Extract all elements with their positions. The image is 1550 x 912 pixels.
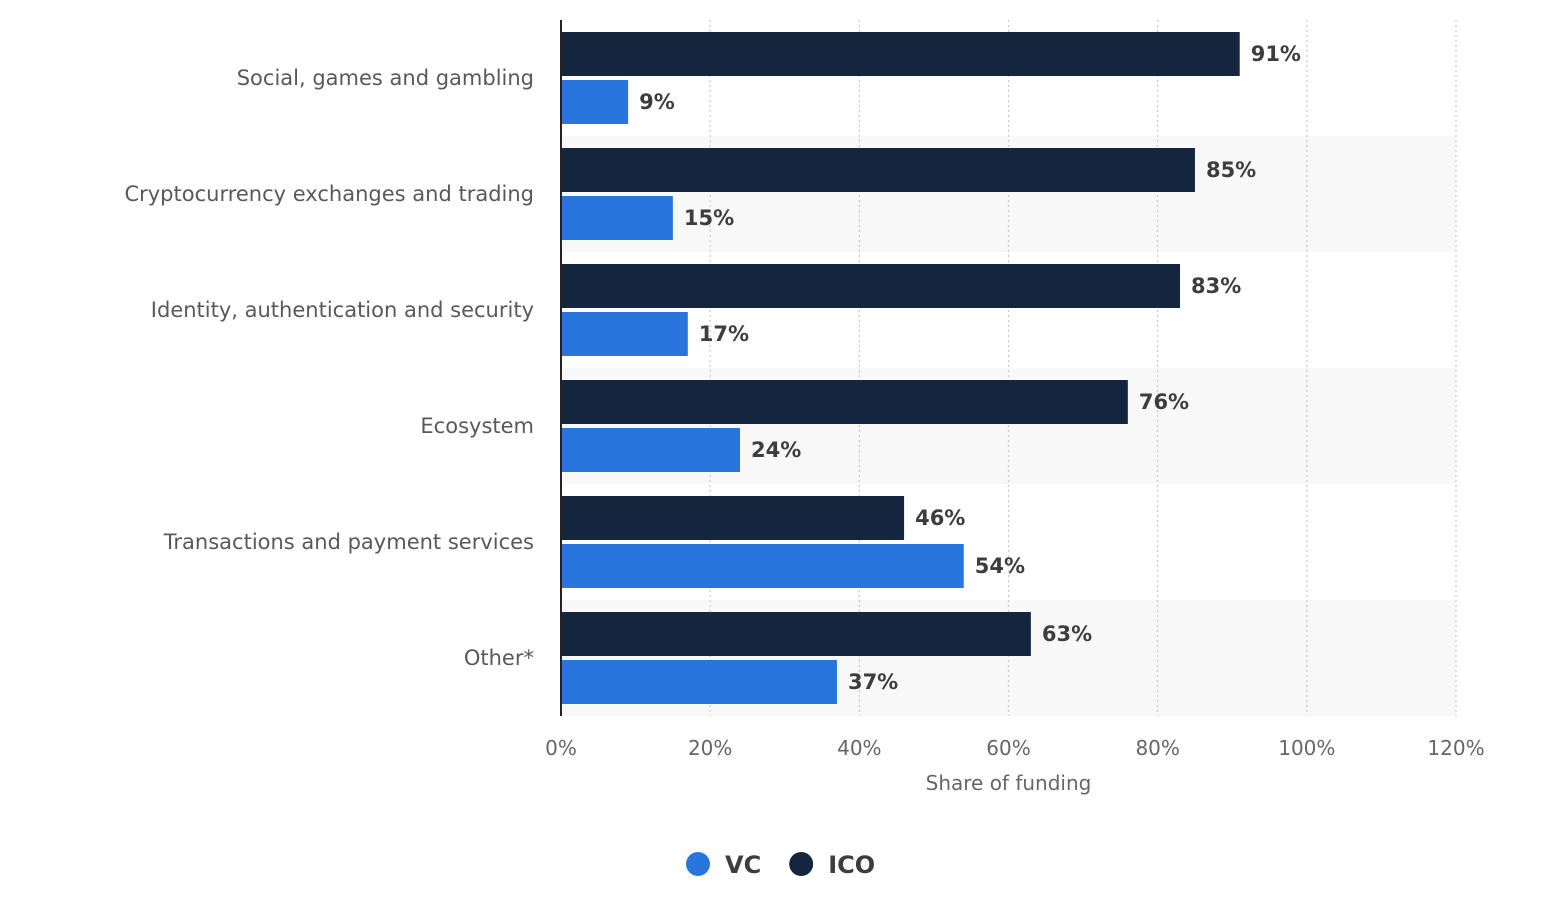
x-axis-title: Share of funding <box>926 771 1092 795</box>
bar-vc[interactable] <box>561 660 837 704</box>
x-tick-label: 120% <box>1427 736 1484 760</box>
data-label: 17% <box>699 322 749 346</box>
x-tick-label: 60% <box>986 736 1030 760</box>
data-label: 24% <box>751 438 801 462</box>
data-label: 63% <box>1042 622 1092 646</box>
x-tick-label: 100% <box>1278 736 1335 760</box>
bar-ico[interactable] <box>561 612 1031 656</box>
bar-vc[interactable] <box>561 80 629 124</box>
bar-ico[interactable] <box>561 32 1240 76</box>
legend-item-vc[interactable]: VC <box>686 851 761 879</box>
category-labels: Social, games and gambling Cryptocurrency… <box>124 66 534 670</box>
bars <box>561 32 1240 704</box>
data-label: 91% <box>1251 42 1301 66</box>
data-label: 37% <box>848 670 898 694</box>
x-tick-label: 20% <box>688 736 732 760</box>
data-label: 46% <box>915 506 965 530</box>
x-tick-label: 40% <box>837 736 881 760</box>
bar-ico[interactable] <box>561 148 1195 192</box>
category-label: Ecosystem <box>420 414 534 438</box>
bar-vc[interactable] <box>561 544 964 588</box>
data-labels: 91% 9% 85% 15% 83% 17% 76% 24% 46% 54% 63% 37% <box>639 42 1301 694</box>
legend-marker <box>789 852 814 876</box>
x-tick-labels: 0% 20% 40% 60% 80% 100% 120% <box>545 736 1484 760</box>
data-label: 15% <box>684 206 734 230</box>
data-label: 85% <box>1206 158 1256 182</box>
category-label: Identity, authentication and security <box>151 298 534 322</box>
legend-label: VC <box>725 851 761 879</box>
x-tick-label: 0% <box>545 736 577 760</box>
category-label: Cryptocurrency exchanges and trading <box>124 182 534 206</box>
bar-vc[interactable] <box>561 428 740 472</box>
data-label: 54% <box>975 554 1025 578</box>
gridlines <box>709 20 1457 716</box>
bar-vc[interactable] <box>561 312 688 356</box>
category-label: Social, games and gambling <box>237 66 534 90</box>
bar-ico[interactable] <box>561 496 905 540</box>
category-label: Other* <box>464 646 534 670</box>
data-label: 9% <box>639 90 675 114</box>
legend-marker <box>686 852 710 876</box>
category-label: Transactions and payment services <box>163 530 534 554</box>
data-label: 76% <box>1139 390 1189 414</box>
x-tick-label: 80% <box>1135 736 1179 760</box>
legend-item-ico[interactable]: ICO <box>789 851 875 879</box>
data-label: 83% <box>1191 274 1241 298</box>
bar-ico[interactable] <box>561 264 1181 308</box>
bar-vc[interactable] <box>561 196 673 240</box>
legend-label: ICO <box>828 851 875 879</box>
legend[interactable]: VC ICO <box>686 851 875 879</box>
bar-ico[interactable] <box>561 380 1128 424</box>
